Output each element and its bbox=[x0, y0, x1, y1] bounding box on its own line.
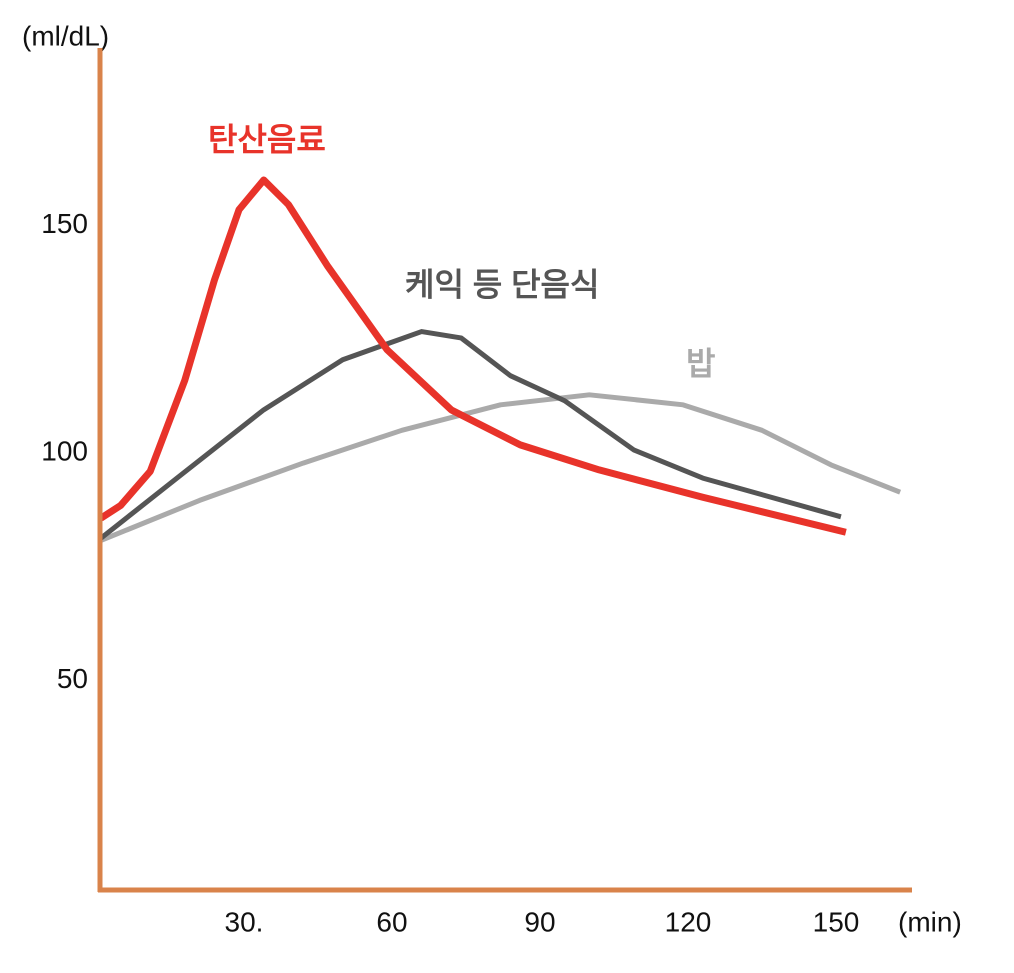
y-tick-label: 150 bbox=[41, 208, 88, 239]
series-line bbox=[99, 329, 842, 541]
y-tick-label: 50 bbox=[57, 663, 88, 694]
series-line bbox=[99, 176, 847, 536]
y-tick-label: 100 bbox=[41, 435, 88, 466]
series-label: 케익 등 단음식 bbox=[405, 266, 599, 302]
x-tick-label: 30. bbox=[225, 906, 264, 937]
series-line bbox=[99, 392, 902, 543]
series-label: 탄산음료 bbox=[208, 121, 326, 157]
y-axis-label: (ml/dL) bbox=[22, 20, 109, 51]
x-tick-label: 150 bbox=[813, 906, 860, 937]
x-tick-label: 60 bbox=[376, 906, 407, 937]
x-tick-label: 90 bbox=[524, 906, 555, 937]
x-tick-label: 120 bbox=[665, 906, 712, 937]
x-axis-label: (min) bbox=[898, 906, 962, 937]
series-label: 밥 bbox=[686, 345, 715, 381]
